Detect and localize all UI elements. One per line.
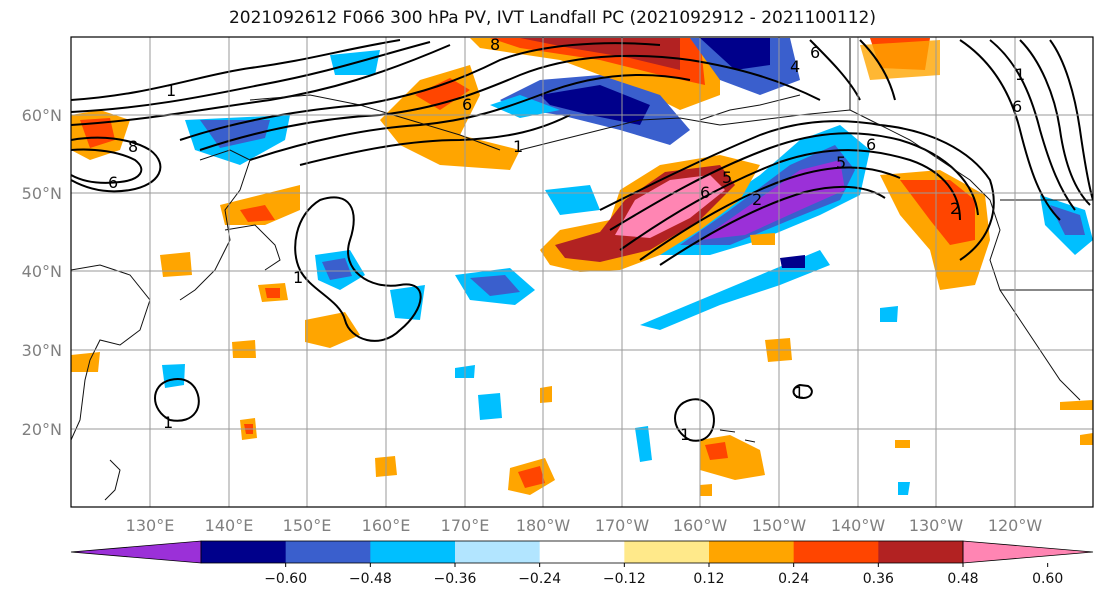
contour-label: 2 xyxy=(752,190,762,209)
colorbar-tick-label: −0.48 xyxy=(349,571,392,587)
colorbar-cell xyxy=(539,541,625,563)
contour-label: 8 xyxy=(128,137,138,156)
colorbar-cell xyxy=(201,541,287,563)
contour-label: 1 xyxy=(1015,65,1025,84)
colorbar-tick-label: 0.36 xyxy=(863,571,894,587)
lon-label: 120°W xyxy=(988,516,1043,535)
colorbar-tick-label: −0.36 xyxy=(434,571,477,587)
colorbar-cell xyxy=(455,541,541,563)
contour-label: 6 xyxy=(1012,97,1022,116)
colorbar-cell xyxy=(370,541,456,563)
contour-label: 2 xyxy=(950,199,960,218)
lon-label: 150°E xyxy=(283,516,332,535)
colorbar-tick-label: −0.12 xyxy=(603,571,646,587)
contour-label: 6 xyxy=(810,43,820,62)
lon-label: 160°E xyxy=(362,516,411,535)
colorbar-cell xyxy=(285,541,371,563)
lat-label: 20°N xyxy=(22,420,62,439)
coastlines xyxy=(71,38,1093,501)
pv-contours xyxy=(71,39,1093,442)
colorbar-extend-low xyxy=(70,540,202,564)
colorbar-cell xyxy=(624,541,710,563)
colorbar-cell xyxy=(709,541,795,563)
graticule xyxy=(71,37,1093,507)
contour-label: 1 xyxy=(293,268,303,287)
contour-label: 8 xyxy=(490,35,500,54)
lon-label: 180°W xyxy=(516,516,571,535)
contour-label: 5 xyxy=(722,168,732,187)
contour-label: 1 xyxy=(513,137,523,156)
colorbar: −0.60 −0.48 −0.36 −0.24 −0.12 0.12 0.24 0.36 0.4… xyxy=(70,540,1094,587)
lon-label: 170°E xyxy=(441,516,490,535)
contour-label: 4 xyxy=(790,57,800,76)
colorbar-frame xyxy=(200,540,964,564)
map-frame xyxy=(70,36,1094,508)
lon-label: 130°W xyxy=(909,516,964,535)
colorbar-tick-label: −0.24 xyxy=(518,571,561,587)
colorbar-extend-high xyxy=(962,540,1094,564)
contour-label: 6 xyxy=(462,95,472,114)
colorbar-tick-label: 0.60 xyxy=(1032,571,1063,587)
lon-label: 170°W xyxy=(595,516,650,535)
contour-label: 1 xyxy=(794,383,804,402)
colorbar-tick-label: 0.48 xyxy=(947,571,978,587)
contour-label: 1 xyxy=(680,425,690,444)
contour-label: 6 xyxy=(108,173,118,192)
lon-label: 150°W xyxy=(752,516,807,535)
anomaly-shading xyxy=(71,38,1093,496)
contour-label: 1 xyxy=(163,413,173,432)
lon-label: 140°E xyxy=(205,516,254,535)
colorbar-tick-label: 0.12 xyxy=(693,571,724,587)
lat-label: 30°N xyxy=(22,341,62,360)
contour-labels: 1 6 1 8 6 5 5 6 2 1 1 6 1 4 6 6 2 1 8 1 xyxy=(108,35,1025,444)
map-title: 2021092612 F066 300 hPa PV, IVT Landfall… xyxy=(228,8,876,28)
colorbar-cell xyxy=(793,541,879,563)
latitude-labels: 60°N 50°N 40°N 30°N 20°N xyxy=(22,106,62,439)
contour-label: 6 xyxy=(866,135,876,154)
colorbar-tick-label: −0.60 xyxy=(264,571,307,587)
lat-label: 60°N xyxy=(22,106,62,125)
contour-label: 1 xyxy=(166,81,176,100)
lon-label: 140°W xyxy=(831,516,886,535)
contour-label: 5 xyxy=(836,153,846,172)
colorbar-tick-label: 0.24 xyxy=(778,571,809,587)
contour-label: 6 xyxy=(700,183,710,202)
lat-label: 40°N xyxy=(22,262,62,281)
lon-label: 160°W xyxy=(673,516,728,535)
lon-label: 130°E xyxy=(126,516,175,535)
longitude-labels: 130°E 140°E 150°E 160°E 170°E 180°W 170°… xyxy=(126,516,1043,535)
colorbar-cell xyxy=(878,541,964,563)
lat-label: 50°N xyxy=(22,184,62,203)
